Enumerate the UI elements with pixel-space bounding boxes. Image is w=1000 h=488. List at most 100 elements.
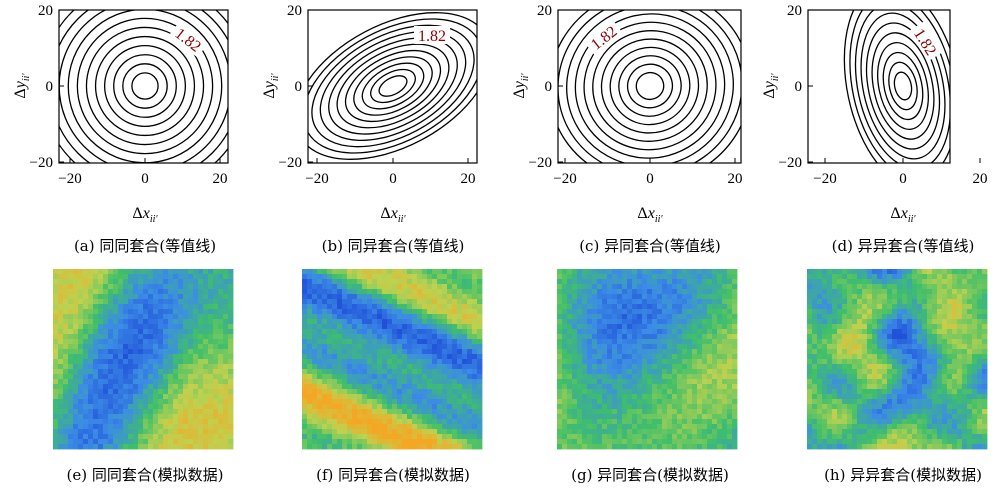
heatmap-cell (397, 384, 403, 390)
heatmap-cell (972, 359, 978, 365)
heatmap-cell (647, 299, 653, 305)
heatmap-cell (347, 344, 353, 350)
heatmap-cell (83, 289, 89, 295)
heatmap-cell (647, 374, 653, 380)
heatmap-cell (387, 444, 393, 450)
heatmap-cell (882, 354, 888, 360)
heatmap-cell (692, 374, 698, 380)
heatmap-cell (452, 374, 458, 380)
heatmap-cell (617, 304, 623, 310)
heatmap-cell (847, 269, 853, 275)
heatmap-cell (153, 419, 159, 425)
heatmap-cell (567, 319, 573, 325)
heatmap-cell (662, 274, 668, 280)
heatmap-cell (402, 434, 408, 440)
heatmap-cell (612, 419, 618, 425)
heatmap-cell (347, 434, 353, 440)
heatmap-cell (962, 284, 968, 290)
heatmap-cell (332, 384, 338, 390)
heatmap-cell (562, 414, 568, 420)
heatmap-cell (317, 414, 323, 420)
heatmap-cell (417, 364, 423, 370)
heatmap-cell (622, 354, 628, 360)
heatmap-cell (677, 414, 683, 420)
heatmap-cell (602, 269, 608, 275)
heatmap-cell (587, 359, 593, 365)
heatmap-cell (148, 364, 154, 370)
heatmap-cell (707, 279, 713, 285)
heatmap-cell (183, 399, 189, 405)
heatmap-cell (228, 384, 234, 390)
heatmap-cell (402, 324, 408, 330)
heatmap-cell (912, 379, 918, 385)
heatmap-cell (203, 359, 209, 365)
heatmap-cell (622, 334, 628, 340)
heatmap-cell (432, 369, 438, 375)
heatmap-cell (362, 444, 368, 450)
heatmap-cell (657, 394, 663, 400)
heatmap-cell (892, 399, 898, 405)
heatmap-cell (467, 369, 473, 375)
heatmap-cell (647, 314, 653, 320)
heatmap-cell (397, 429, 403, 435)
heatmap-cell (672, 274, 678, 280)
heatmap-cell (682, 424, 688, 430)
heatmap-cell (717, 389, 723, 395)
heatmap-cell (907, 364, 913, 370)
heatmap-cell (68, 439, 74, 445)
heatmap-cell (342, 269, 348, 275)
heatmap-cell (952, 269, 958, 275)
heatmap-cell (138, 374, 144, 380)
heatmap-cell (327, 404, 333, 410)
heatmap-cell (727, 339, 733, 345)
heatmap-cell (677, 344, 683, 350)
heatmap-cell (977, 314, 983, 320)
heatmap-cell (442, 439, 448, 445)
heatmap-cell (53, 369, 59, 375)
heatmap-cell (622, 399, 628, 405)
heatmap-cell (712, 434, 718, 440)
heatmap-cell (93, 319, 99, 325)
heatmap-cell (113, 324, 119, 330)
heatmap-cell (163, 409, 169, 415)
heatmap-cell (892, 379, 898, 385)
heatmap-cell (582, 269, 588, 275)
heatmap-cell (882, 369, 888, 375)
heatmap-cell (218, 319, 224, 325)
heatmap-cell (827, 309, 833, 315)
heatmap-cell (652, 374, 658, 380)
heatmap-cell (557, 394, 563, 400)
heatmap-cell (118, 269, 124, 275)
heatmap-cell (312, 344, 318, 350)
heatmap-cell (193, 389, 199, 395)
contour-line (319, 30, 467, 142)
heatmap-cell (173, 324, 179, 330)
heatmap-cell (362, 309, 368, 315)
heatmap-cell (567, 309, 573, 315)
heatmap-cell (63, 274, 69, 280)
heatmap-cell (882, 384, 888, 390)
heatmap-cell (597, 434, 603, 440)
heatmap-cell (827, 279, 833, 285)
heatmap-cell (108, 409, 114, 415)
heatmap-cell (912, 364, 918, 370)
heatmap-cell (477, 409, 483, 415)
heatmap-cell (103, 289, 109, 295)
heatmap-cell (143, 299, 149, 305)
contour-line (94, 35, 196, 137)
heatmap-cell (657, 439, 663, 445)
heatmap-cell (98, 354, 104, 360)
heatmap-cell (582, 299, 588, 305)
heatmap-cell (952, 329, 958, 335)
heatmap-cell (642, 349, 648, 355)
heatmap-cell (717, 364, 723, 370)
heatmap-cell (312, 284, 318, 290)
heatmap-cell (897, 309, 903, 315)
heatmap-cell (577, 429, 583, 435)
heatmap-cell (118, 309, 124, 315)
heatmap-cell (422, 339, 428, 345)
heatmap-cell (68, 329, 74, 335)
heatmap-cell (902, 269, 908, 275)
heatmap-cell (332, 364, 338, 370)
